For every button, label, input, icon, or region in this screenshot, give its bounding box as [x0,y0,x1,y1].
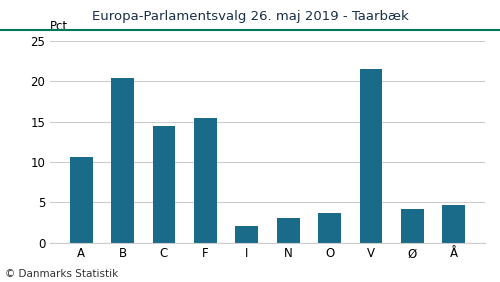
Bar [70,157,92,243]
Bar [318,213,341,243]
Bar [194,118,217,243]
Bar [236,226,258,243]
Text: Europa-Parlamentsvalg 26. maj 2019 - Taarbæk: Europa-Parlamentsvalg 26. maj 2019 - Taa… [92,10,408,23]
Text: © Danmarks Statistik: © Danmarks Statistik [5,269,118,279]
Bar [111,78,134,243]
Text: Pct.: Pct. [50,20,72,33]
Bar [360,69,382,243]
Bar [277,217,299,243]
Bar [442,205,465,243]
Bar [152,125,176,243]
Bar [401,210,424,243]
